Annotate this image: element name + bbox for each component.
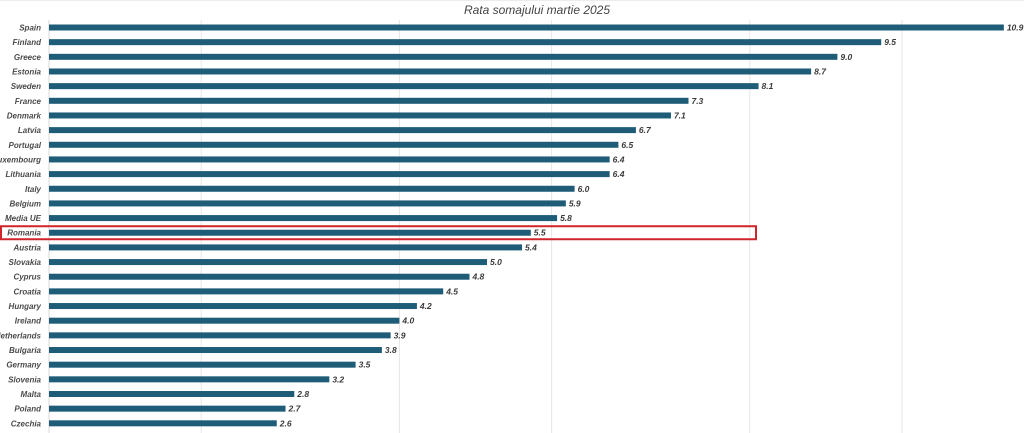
value-label: 4.0 xyxy=(401,316,414,326)
category-label: Luxembourg xyxy=(0,155,41,164)
highlight-box xyxy=(0,225,757,241)
value-label: 2.6 xyxy=(279,418,292,428)
value-label: 2.8 xyxy=(296,389,309,399)
value-label: 9.5 xyxy=(884,37,896,47)
value-label: 2.7 xyxy=(288,404,302,414)
category-label: Ireland xyxy=(15,317,42,326)
bar-italy xyxy=(49,185,575,192)
value-label: 8.1 xyxy=(762,81,774,91)
value-label: 5.9 xyxy=(569,198,581,208)
value-label: 4.8 xyxy=(471,272,484,282)
value-label: 3.5 xyxy=(359,360,371,370)
bar-slovakia xyxy=(49,259,487,266)
bar-romania xyxy=(49,229,531,236)
category-label: Hungary xyxy=(9,302,42,311)
bar-hungary xyxy=(49,303,417,310)
category-labels: Spain Finland Greece Estonia Sweden France Den… xyxy=(0,24,42,429)
value-label: 6.5 xyxy=(621,140,633,150)
value-labels: 10.9 9.5 9.0 8.7 8.1 7.3 7.1 6.7 6.5 6.4 6.4 6.0 5.9… xyxy=(279,23,1024,429)
bar-ireland xyxy=(49,317,400,324)
category-label: Spain xyxy=(19,24,41,33)
bar-media-ue xyxy=(49,215,558,222)
category-label: Sweden xyxy=(11,82,41,91)
value-label: 3.9 xyxy=(394,330,406,340)
bar-cyprus xyxy=(49,273,470,280)
bar-belgium xyxy=(49,200,566,207)
bar-croatia xyxy=(49,288,444,295)
bar-spain xyxy=(49,24,1004,31)
category-label: Cyprus xyxy=(13,273,41,282)
bar-portugal xyxy=(49,141,619,148)
value-label: 4.5 xyxy=(445,286,458,296)
value-label: 5.0 xyxy=(490,257,502,267)
highlight xyxy=(0,225,757,241)
bar-bulgaria xyxy=(49,347,382,354)
bar-netherlands xyxy=(49,332,391,339)
category-label: Germany xyxy=(6,361,41,370)
bar-austria xyxy=(49,244,523,251)
category-label: Netherlands xyxy=(0,331,42,340)
category-label: Estonia xyxy=(12,67,41,76)
category-label: Denmark xyxy=(7,111,42,120)
bar-sweden xyxy=(49,83,759,90)
category-label: Greece xyxy=(14,53,42,62)
category-label: Poland xyxy=(14,405,42,414)
value-label: 3.2 xyxy=(332,374,344,384)
bar-denmark xyxy=(49,112,671,119)
value-label: 6.4 xyxy=(613,169,625,179)
category-label: Slovenia xyxy=(8,375,41,384)
category-label: Croatia xyxy=(13,287,41,296)
category-label: Slovakia xyxy=(9,258,42,267)
category-label: France xyxy=(15,97,42,106)
value-label: 7.3 xyxy=(691,96,703,106)
value-label: 5.5 xyxy=(534,228,546,238)
category-label: Romania xyxy=(7,229,41,238)
category-label: Lithuania xyxy=(5,170,41,179)
category-label: Bulgaria xyxy=(9,346,42,355)
bar-czechia xyxy=(49,420,277,427)
bar-latvia xyxy=(49,127,636,134)
category-label: Czechia xyxy=(11,419,42,428)
category-label: Portugal xyxy=(9,141,42,150)
bar-malta xyxy=(49,391,295,397)
chart-title: Rata somajului martie 2025 xyxy=(464,3,610,17)
value-label: 4.2 xyxy=(419,301,432,311)
category-label: Finland xyxy=(13,38,43,47)
bar-germany xyxy=(49,361,356,368)
value-label: 6.4 xyxy=(613,154,625,164)
value-label: 3.8 xyxy=(385,345,397,355)
bar-estonia xyxy=(49,68,812,75)
value-label: 9.0 xyxy=(840,52,852,62)
category-label: Italy xyxy=(25,185,42,194)
bar-lithuania xyxy=(49,171,610,178)
bars xyxy=(49,24,1004,427)
value-label: 10.9 xyxy=(1007,23,1024,33)
value-label: 6.0 xyxy=(578,184,590,194)
category-label: Media UE xyxy=(5,214,42,223)
value-label: 8.7 xyxy=(814,66,827,76)
bar-greece xyxy=(49,53,838,60)
bar-luxembourg xyxy=(49,156,610,163)
category-label: Malta xyxy=(21,390,42,399)
value-label: 5.4 xyxy=(525,242,537,252)
bar-finland xyxy=(49,39,882,46)
value-label: 5.8 xyxy=(560,213,572,223)
value-label: 6.7 xyxy=(639,125,652,135)
bar-slovenia xyxy=(49,376,330,383)
bar-france xyxy=(49,97,689,104)
category-label: Austria xyxy=(12,243,41,252)
bar-poland xyxy=(49,405,286,412)
category-label: Belgium xyxy=(9,199,41,208)
category-label: Latvia xyxy=(18,126,42,135)
value-label: 7.1 xyxy=(674,110,686,120)
